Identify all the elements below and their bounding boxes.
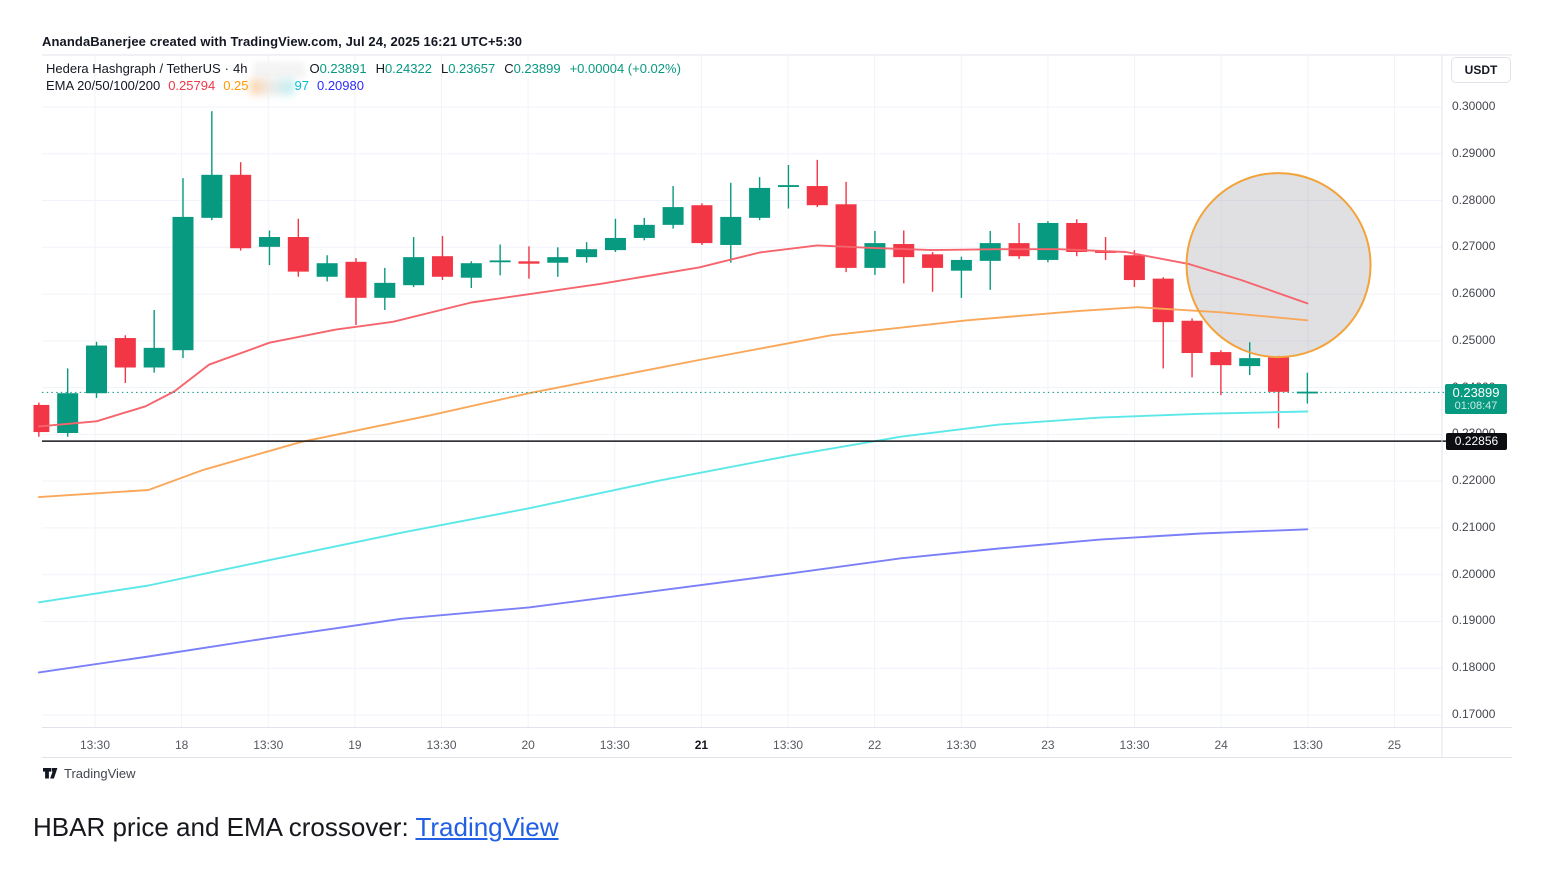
ohlc-low: L0.23657 (440, 61, 496, 76)
caption-text: HBAR price and EMA crossover: (33, 812, 416, 842)
candle-body (806, 186, 828, 206)
candle-body (345, 261, 367, 298)
candle-body (143, 347, 165, 368)
candle-body (893, 244, 915, 258)
candle-body (489, 260, 511, 263)
candle-body (864, 243, 886, 268)
candle-body (950, 259, 972, 271)
candle-body (547, 257, 569, 263)
candle-body (633, 224, 655, 238)
ema100-line (37, 410, 1309, 604)
candle-body (57, 393, 79, 433)
candle-body (662, 207, 684, 225)
ema100-value-partial: 97 (294, 78, 309, 93)
ohlc-high: H0.24322 (375, 61, 432, 76)
candle-body (33, 404, 50, 433)
candle-body (172, 216, 194, 351)
candle-body (258, 237, 280, 247)
ema-row: EMA 20/50/100/200 0.25794 0.25 97 0.20980 (46, 77, 681, 95)
attribution-text: AnandaBanerjee created with TradingView.… (42, 34, 523, 49)
candle-body (1152, 278, 1174, 323)
tradingview-logo[interactable]: TradingView (42, 765, 136, 781)
highlight-circle (1185, 172, 1372, 359)
redacted-exchange-patch (253, 61, 306, 78)
candle-body (1037, 222, 1059, 260)
ema200-line (37, 528, 1309, 674)
plot-area[interactable] (28, 55, 1442, 728)
tradingview-logo-text: TradingView (64, 765, 136, 781)
ema200-value: 0.20980 (316, 78, 364, 93)
candle-body (1066, 222, 1088, 252)
symbol-title: Hedera Hashgraph / TetherUS (46, 61, 221, 76)
ema-indicator-label: EMA 20/50/100/200 (46, 78, 161, 93)
candle-body (1210, 352, 1232, 366)
candle-body (835, 204, 857, 268)
current-price-badge: 0.23899 01:08:47 (1445, 384, 1507, 414)
price-change: +0.00004 (+0.02%) (569, 61, 681, 76)
candle-body (691, 205, 713, 244)
tradingview-logo-icon (43, 768, 58, 779)
caption-tradingview-link[interactable]: TradingView (415, 812, 559, 842)
candle-body (460, 263, 482, 278)
candle-body (604, 237, 626, 251)
candle-countdown: 01:08:47 (1454, 400, 1498, 412)
candle-body (518, 261, 540, 264)
level-price-badge: 0.22856 (1446, 433, 1507, 450)
candle-body (316, 263, 338, 277)
ohlc-open: O0.23891 (309, 61, 367, 76)
image-caption: HBAR price and EMA crossover: TradingVie… (33, 812, 559, 843)
symbol-row: Hedera Hashgraph / TetherUS · 4h O0.23891 H0… (46, 60, 681, 78)
candle-body (576, 249, 598, 258)
candle-body (777, 185, 799, 187)
candle-body (749, 187, 771, 218)
redacted-ema-patch (249, 78, 294, 95)
highlight-circle-fill (1186, 173, 1371, 358)
candle-body (403, 257, 425, 286)
candle-body (1268, 357, 1290, 392)
gridlines (42, 55, 1442, 728)
currency-unit-button[interactable]: USDT (1451, 57, 1511, 83)
candle-body (979, 243, 1001, 261)
candle-body (1239, 358, 1261, 367)
candles-series (33, 111, 1318, 437)
interval-label: 4h (232, 61, 248, 76)
candle-body (374, 282, 396, 298)
candle-body (431, 256, 453, 277)
candle-body (1181, 320, 1203, 354)
candle-body (230, 174, 252, 249)
ema20-value: 0.25794 (168, 78, 216, 93)
chart-legend: Hedera Hashgraph / TetherUS · 4h O0.23891 H0… (46, 60, 681, 95)
candle-body (720, 216, 742, 245)
ema50-line (37, 306, 1309, 499)
candle-body (287, 237, 309, 272)
candle-body (922, 254, 944, 268)
candle-body (114, 338, 136, 368)
ema50-value-partial: 0.25 (223, 78, 249, 93)
ohlc-close: C0.23899 (504, 61, 561, 76)
ema20-line (37, 244, 1309, 428)
candle-body (201, 174, 223, 218)
current-price-value: 0.23899 (1452, 385, 1500, 400)
separator-dot: · (224, 61, 229, 76)
candle-body (1123, 255, 1145, 281)
candle-body (86, 345, 108, 394)
